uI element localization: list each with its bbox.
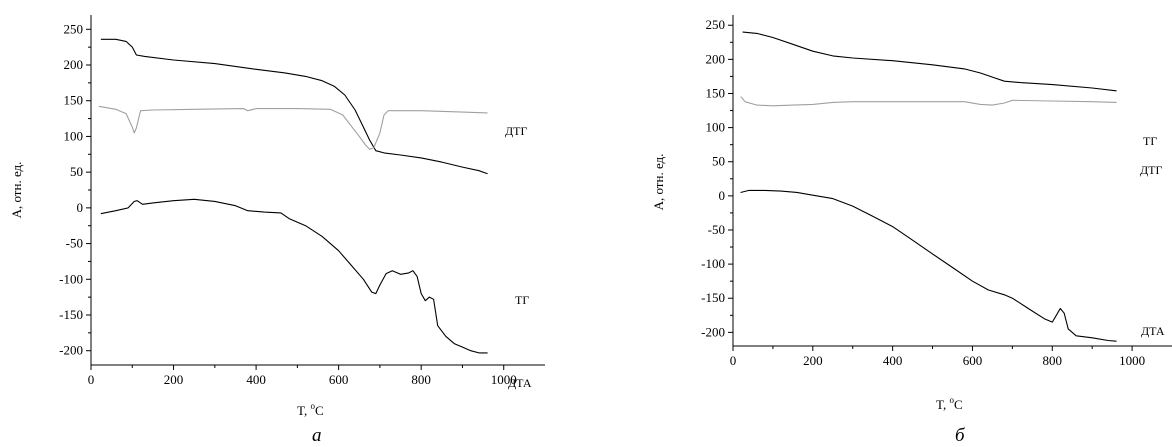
- y-tick-label: -100: [59, 271, 83, 286]
- series-line-tg: [100, 38, 488, 175]
- series-line-dtg: [740, 96, 1117, 107]
- y-tick-label: 250: [706, 17, 726, 32]
- series-label-tg: ТГ: [515, 293, 529, 307]
- x-tick-label: 1000: [1119, 353, 1145, 368]
- series-label-dta: ДТА: [508, 376, 532, 390]
- y-tick-label: 50: [70, 164, 83, 179]
- series-line-dtg: [98, 105, 488, 150]
- series-line-tg: [742, 31, 1117, 92]
- x-axis-title: T, oC: [936, 395, 963, 412]
- ticks-layer: 0 200 400 600 800 1000 250 200 150 100 50 0 -50 -100 -…: [59, 21, 517, 387]
- y-tick-label: 0: [77, 200, 84, 215]
- panel-letter-a: а: [312, 425, 322, 446]
- series-layer: [740, 31, 1117, 342]
- x-axis-title-unit: C: [315, 403, 324, 418]
- series-label-dta: ДТА: [1141, 324, 1165, 338]
- y-tick-label: 200: [706, 51, 726, 66]
- series-label-dtg: ДТГ: [1140, 163, 1163, 177]
- y-tick-label: 0: [719, 188, 726, 203]
- y-tick-label: 250: [64, 21, 84, 36]
- y-tick-label: -100: [701, 256, 725, 271]
- series-line-dta: [100, 198, 488, 354]
- x-tick-label: 600: [329, 372, 349, 387]
- series-label-tg: ТГ: [1143, 134, 1157, 148]
- ticks-layer: 0 200 400 600 800 1000 250 200 150 100 50 0 -50 -100 -…: [701, 17, 1145, 368]
- y-tick-label: 150: [64, 93, 84, 108]
- y-tick-label: 200: [64, 57, 84, 72]
- series-label-dtg: ДТГ: [505, 124, 528, 138]
- chart-panel-a: 0 200 400 600 800 1000 250 200 150 100 50 0 -50 -100 -…: [9, 15, 545, 446]
- y-axis-title: A, отн. ед.: [651, 154, 666, 211]
- x-axis-title-sup: o: [949, 395, 954, 405]
- y-tick-label: 50: [712, 154, 725, 169]
- x-tick-label: 400: [883, 353, 903, 368]
- x-tick-label: 200: [803, 353, 823, 368]
- y-tick-label: -50: [708, 222, 725, 237]
- y-tick-label: -150: [59, 307, 83, 322]
- x-tick-label: 0: [88, 372, 95, 387]
- x-axis-title-main: T,: [936, 397, 949, 412]
- x-axis-title-sup: o: [310, 401, 315, 411]
- x-tick-label: 0: [730, 353, 737, 368]
- x-axis-title-main: T,: [297, 403, 310, 418]
- y-tick-label: -200: [59, 343, 83, 358]
- x-tick-label: 200: [164, 372, 184, 387]
- y-tick-label: 100: [706, 120, 726, 135]
- y-tick-label: -200: [701, 324, 725, 339]
- series-line-dta: [740, 189, 1117, 342]
- series-layer: [98, 38, 488, 354]
- x-tick-label: 400: [246, 372, 266, 387]
- y-tick-label: 150: [706, 85, 726, 100]
- chart-panel-b: 0 200 400 600 800 1000 250 200 150 100 50 0 -50 -100 -…: [651, 15, 1172, 446]
- x-tick-label: 800: [1043, 353, 1063, 368]
- x-axis-title-unit: C: [954, 397, 963, 412]
- x-axis-title: T, oC: [297, 401, 324, 418]
- x-tick-label: 1000: [491, 372, 517, 387]
- y-tick-label: -150: [701, 290, 725, 305]
- panel-letter-b: б: [955, 425, 966, 446]
- x-tick-label: 800: [411, 372, 431, 387]
- y-tick-label: 100: [64, 128, 84, 143]
- y-axis-title: A, отн. ед.: [9, 162, 24, 219]
- y-tick-label: -50: [66, 236, 83, 251]
- x-tick-label: 600: [963, 353, 983, 368]
